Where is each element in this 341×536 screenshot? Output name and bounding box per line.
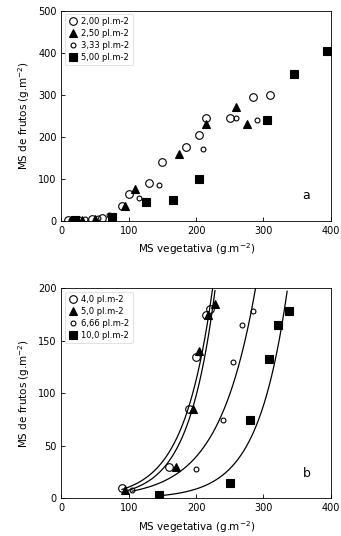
X-axis label: MS vegetativa (g.m$^{-2}$): MS vegetativa (g.m$^{-2}$)	[137, 519, 255, 535]
Y-axis label: MS de frutos (g.m$^{-2}$): MS de frutos (g.m$^{-2}$)	[17, 339, 32, 448]
Text: a: a	[303, 189, 310, 202]
X-axis label: MS vegetativa (g.m$^{-2}$): MS vegetativa (g.m$^{-2}$)	[137, 241, 255, 257]
Text: b: b	[302, 467, 310, 480]
Legend: 2,00 pl.m-2, 2,50 pl.m-2, 3,33 pl.m-2, 5,00 pl.m-2: 2,00 pl.m-2, 2,50 pl.m-2, 3,33 pl.m-2, 5…	[65, 14, 133, 65]
Y-axis label: MS de frutos (g.m$^{-2}$): MS de frutos (g.m$^{-2}$)	[17, 62, 32, 170]
Legend: 4,0 pl.m-2, 5,0 pl.m-2, 6,66 pl.m-2, 10,0 pl.m-2: 4,0 pl.m-2, 5,0 pl.m-2, 6,66 pl.m-2, 10,…	[65, 292, 133, 343]
